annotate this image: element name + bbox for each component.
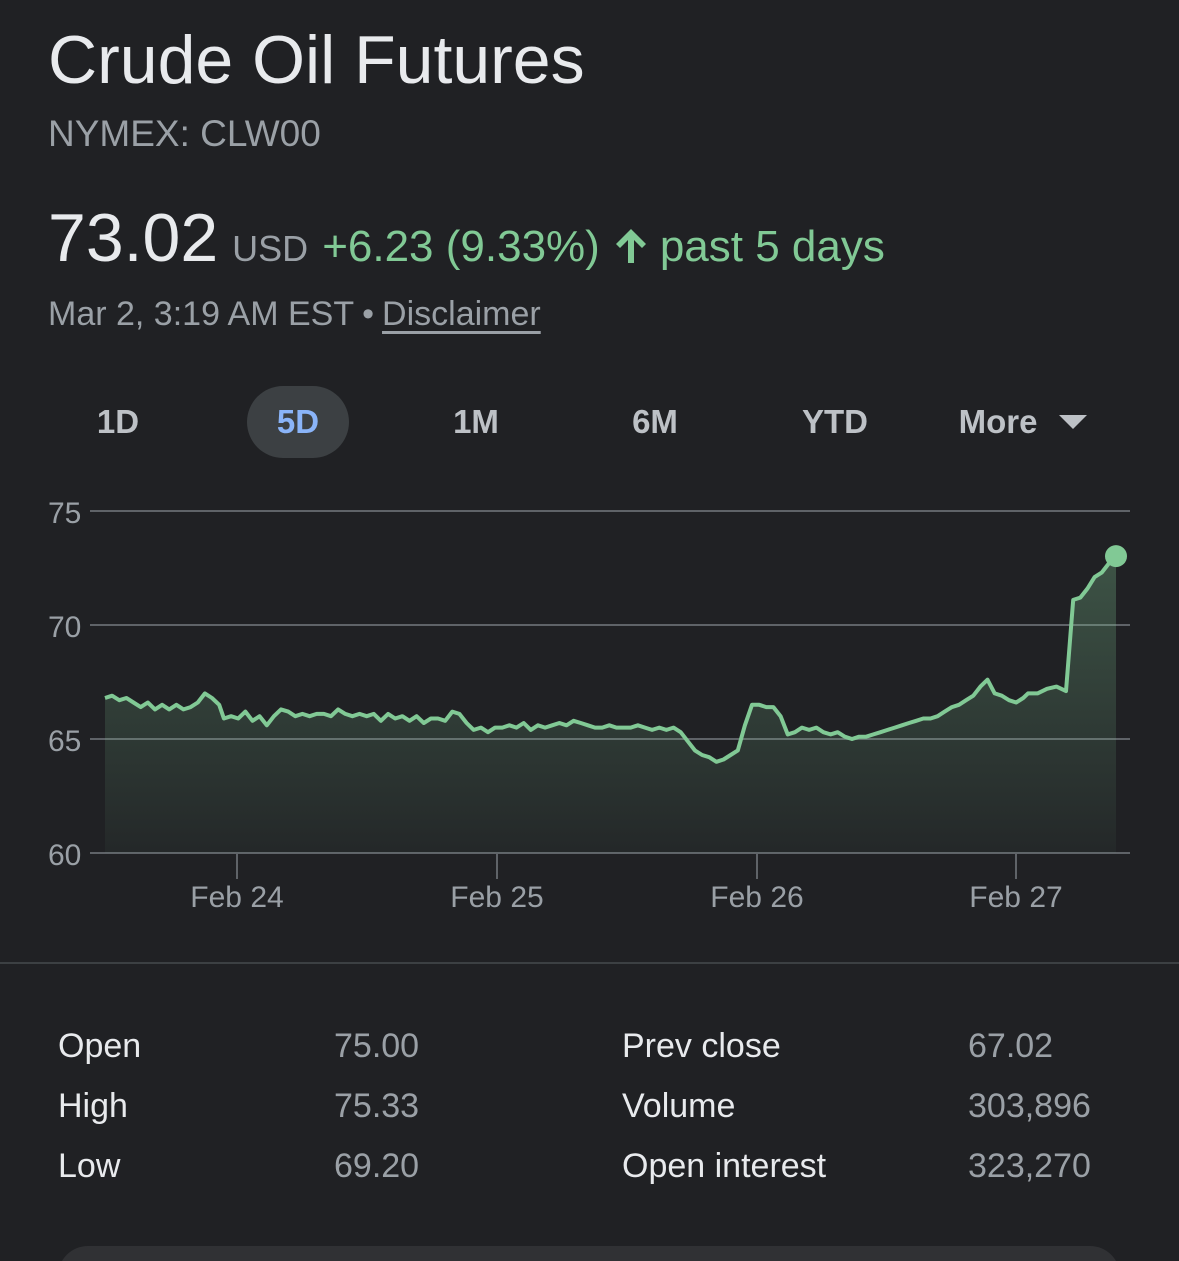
change-period: past 5 days: [660, 222, 885, 272]
quote-meta: Mar 2, 3:19 AM EST • Disclaimer: [48, 292, 541, 336]
y-tick-label: 70: [48, 611, 81, 644]
chevron-down-icon: [1059, 415, 1087, 429]
y-tick-label: 65: [48, 725, 81, 758]
currency-label: USD: [232, 228, 308, 270]
x-tick-label: Feb 24: [190, 881, 283, 914]
tab-5d[interactable]: 5D: [247, 386, 349, 458]
current-price-dot: [1105, 545, 1127, 567]
y-tick-label: 60: [48, 839, 81, 872]
current-price: 73.02: [48, 196, 218, 280]
stat-volume-value: 303,896: [968, 1078, 1091, 1134]
arrow-up-icon: [614, 227, 648, 265]
stat-prev-close-label: Prev close: [622, 1018, 781, 1074]
x-tick-label: Feb 25: [450, 881, 543, 914]
disclaimer-link[interactable]: Disclaimer: [382, 295, 541, 333]
page-title: Crude Oil Futures: [48, 20, 585, 100]
tab-1m[interactable]: 1M: [426, 386, 526, 458]
stat-high-label: High: [58, 1078, 128, 1134]
price-chart-svg: 75 70 65 60 Feb 24 Feb 25 Feb 26 Feb 27: [0, 480, 1179, 940]
stat-high-value: 75.33: [334, 1078, 419, 1134]
x-tick-label: Feb 27: [969, 881, 1062, 914]
exchange-ticker: NYMEX: CLW00: [48, 112, 321, 156]
quote-timestamp: Mar 2, 3:19 AM EST: [48, 295, 354, 333]
stat-prev-close-value: 67.02: [968, 1018, 1053, 1074]
meta-separator: •: [362, 295, 374, 333]
stat-open-value: 75.00: [334, 1018, 419, 1074]
tab-more-label: More: [959, 403, 1038, 440]
stat-low-label: Low: [58, 1138, 120, 1194]
price-area: [105, 556, 1116, 853]
stat-open-label: Open: [58, 1018, 141, 1074]
x-tick-label: Feb 26: [710, 881, 803, 914]
y-tick-label: 75: [48, 497, 81, 530]
bottom-card: [58, 1246, 1120, 1261]
tab-6m[interactable]: 6M: [605, 386, 705, 458]
price-row: 73.02 USD +6.23 (9.33%) past 5 days: [48, 196, 885, 280]
section-divider: [0, 962, 1179, 964]
tab-ytd[interactable]: YTD: [784, 386, 886, 458]
stat-volume-label: Volume: [622, 1078, 735, 1134]
tab-more[interactable]: More: [938, 386, 1108, 458]
price-change: +6.23 (9.33%): [322, 222, 600, 272]
stat-open-interest-value: 323,270: [968, 1138, 1091, 1194]
range-tabs: 1D 5D 1M 6M YTD More: [68, 386, 1128, 458]
price-chart[interactable]: 75 70 65 60 Feb 24 Feb 25 Feb 26 Feb 27: [0, 480, 1179, 940]
tab-1d[interactable]: 1D: [68, 386, 168, 458]
stat-open-interest-label: Open interest: [622, 1138, 826, 1194]
stat-low-value: 69.20: [334, 1138, 419, 1194]
